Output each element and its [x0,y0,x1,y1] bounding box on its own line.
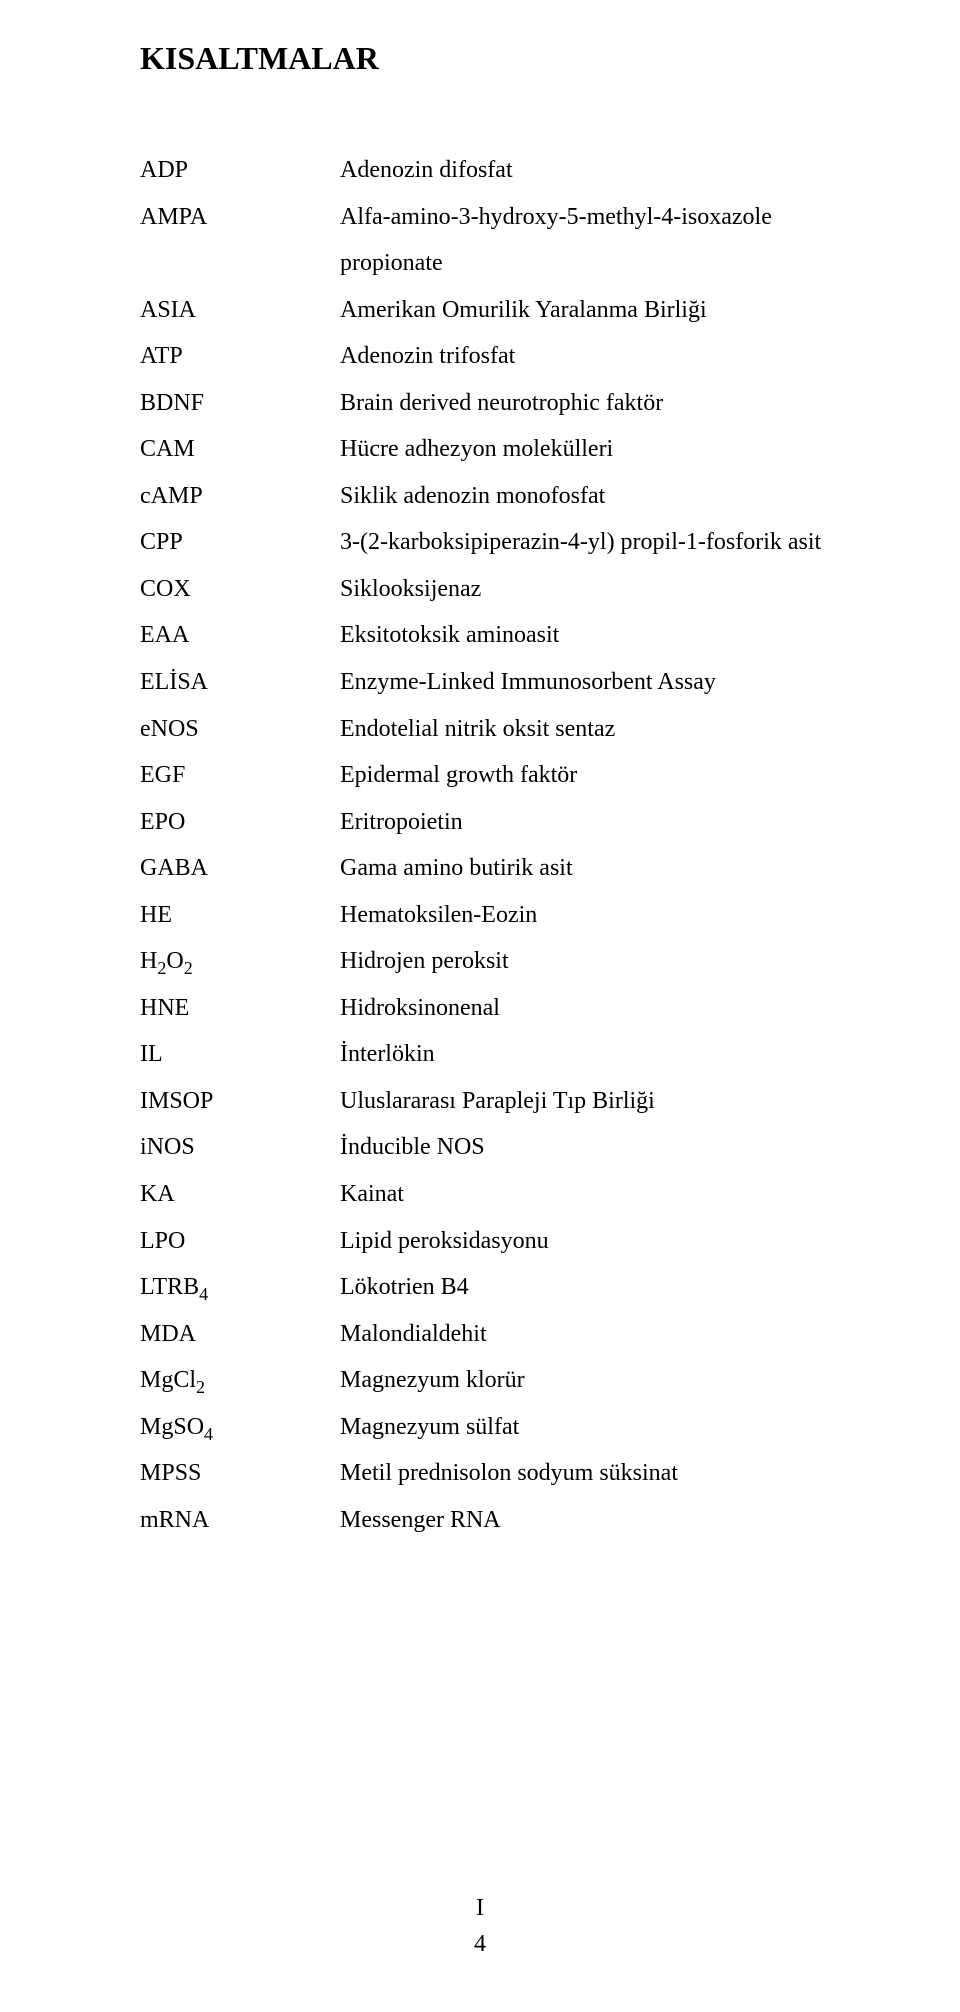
definition-cell: Hidrojen peroksit [340,938,860,985]
table-row: H2O2Hidrojen peroksit [140,938,860,985]
table-row: MDAMalondialdehit [140,1311,860,1358]
definition-cell: Siklooksijenaz [340,566,860,613]
table-row: LPOLipid peroksidasyonu [140,1218,860,1265]
table-row: MgCl2Magnezyum klorür [140,1357,860,1404]
definition-cell: Magnezyum sülfat [340,1404,860,1451]
table-row: ELİSAEnzyme-Linked Immunosorbent Assay [140,659,860,706]
abbreviation-cell: LTRB4 [140,1264,340,1311]
table-row: MgSO4Magnezyum sülfat [140,1404,860,1451]
table-row: cAMPSiklik adenozin monofosfat [140,473,860,520]
abbreviation-cell: HE [140,892,340,939]
table-row: ATPAdenozin trifosfat [140,333,860,380]
abbreviation-cell: ADP [140,147,340,194]
table-row: EPOEritropoietin [140,799,860,846]
table-row: iNOSİnducible NOS [140,1124,860,1171]
table-row: COXSiklooksijenaz [140,566,860,613]
definition-cell: Hidroksinonenal [340,985,860,1032]
definition-cell: Amerikan Omurilik Yaralanma Birliği [340,287,860,334]
table-row: CAMHücre adhezyon molekülleri [140,426,860,473]
table-row: MPSSMetil prednisolon sodyum süksinat [140,1450,860,1497]
definition-cell: Eksitotoksik aminoasit [340,612,860,659]
abbreviation-cell: CPP [140,519,340,566]
definition-cell: Kainat [340,1171,860,1218]
table-row: HNEHidroksinonenal [140,985,860,1032]
abbreviation-cell: H2O2 [140,938,340,985]
definition-cell: Malondialdehit [340,1311,860,1358]
abbreviation-cell: MgCl2 [140,1357,340,1404]
table-row: IMSOPUluslararası Parapleji Tıp Birliği [140,1078,860,1125]
table-row: KAKainat [140,1171,860,1218]
definition-cell: Brain derived neurotrophic faktör [340,380,860,427]
definition-cell: Adenozin trifosfat [340,333,860,380]
table-row: GABAGama amino butirik asit [140,845,860,892]
abbreviation-cell: IL [140,1031,340,1078]
definition-cell: Gama amino butirik asit [340,845,860,892]
definition-cell: 3-(2-karboksipiperazin-4-yl) propil-1-fo… [340,519,860,566]
abbreviation-cell: IMSOP [140,1078,340,1125]
abbreviation-cell: ASIA [140,287,340,334]
definition-cell: Lipid peroksidasyonu [340,1218,860,1265]
abbreviation-cell: AMPA [140,194,340,287]
abbreviation-cell: BDNF [140,380,340,427]
definition-cell: Enzyme-Linked Immunosorbent Assay [340,659,860,706]
abbreviation-cell: KA [140,1171,340,1218]
table-row: ADPAdenozin difosfat [140,147,860,194]
definition-cell: Hücre adhezyon molekülleri [340,426,860,473]
table-row: ASIAAmerikan Omurilik Yaralanma Birliği [140,287,860,334]
abbreviation-cell: ELİSA [140,659,340,706]
abbreviation-cell: MDA [140,1311,340,1358]
abbreviation-cell: MgSO4 [140,1404,340,1451]
abbreviation-cell: mRNA [140,1497,340,1544]
abbreviation-cell: EGF [140,752,340,799]
definition-cell: Hematoksilen-Eozin [340,892,860,939]
definition-cell: Messenger RNA [340,1497,860,1544]
page-title: KISALTMALAR [140,40,860,77]
table-row: ILİnterlökin [140,1031,860,1078]
table-row: AMPAAlfa-amino-3-hydroxy-5-methyl-4-isox… [140,194,860,287]
definition-cell: Epidermal growth faktör [340,752,860,799]
table-row: EAAEksitotoksik aminoasit [140,612,860,659]
abbreviation-cell: EPO [140,799,340,846]
table-row: CPP3-(2-karboksipiperazin-4-yl) propil-1… [140,519,860,566]
definition-cell: İnterlökin [340,1031,860,1078]
definition-cell: İnducible NOS [340,1124,860,1171]
page-footer: I 4 [0,1890,960,1962]
definition-cell: Uluslararası Parapleji Tıp Birliği [340,1078,860,1125]
abbreviation-cell: ATP [140,333,340,380]
abbreviation-cell: COX [140,566,340,613]
definition-cell: Endotelial nitrik oksit sentaz [340,706,860,753]
definition-cell: Magnezyum klorür [340,1357,860,1404]
abbreviation-cell: HNE [140,985,340,1032]
footer-page-number: 4 [0,1926,960,1962]
footer-roman: I [0,1890,960,1926]
definition-cell: Eritropoietin [340,799,860,846]
definition-cell: Metil prednisolon sodyum süksinat [340,1450,860,1497]
table-row: mRNAMessenger RNA [140,1497,860,1544]
abbreviations-table: ADPAdenozin difosfatAMPAAlfa-amino-3-hyd… [140,147,860,1543]
abbreviation-cell: LPO [140,1218,340,1265]
table-row: LTRB4Lökotrien B4 [140,1264,860,1311]
abbreviation-cell: MPSS [140,1450,340,1497]
table-row: HEHematoksilen-Eozin [140,892,860,939]
abbreviation-cell: GABA [140,845,340,892]
definition-cell: Lökotrien B4 [340,1264,860,1311]
definition-cell: Alfa-amino-3-hydroxy-5-methyl-4-isoxazol… [340,194,860,287]
abbreviation-cell: eNOS [140,706,340,753]
abbreviation-cell: CAM [140,426,340,473]
abbreviation-cell: EAA [140,612,340,659]
abbreviation-cell: cAMP [140,473,340,520]
abbreviation-cell: iNOS [140,1124,340,1171]
table-row: BDNFBrain derived neurotrophic faktör [140,380,860,427]
definition-cell: Adenozin difosfat [340,147,860,194]
table-row: EGFEpidermal growth faktör [140,752,860,799]
table-row: eNOSEndotelial nitrik oksit sentaz [140,706,860,753]
definition-cell: Siklik adenozin monofosfat [340,473,860,520]
